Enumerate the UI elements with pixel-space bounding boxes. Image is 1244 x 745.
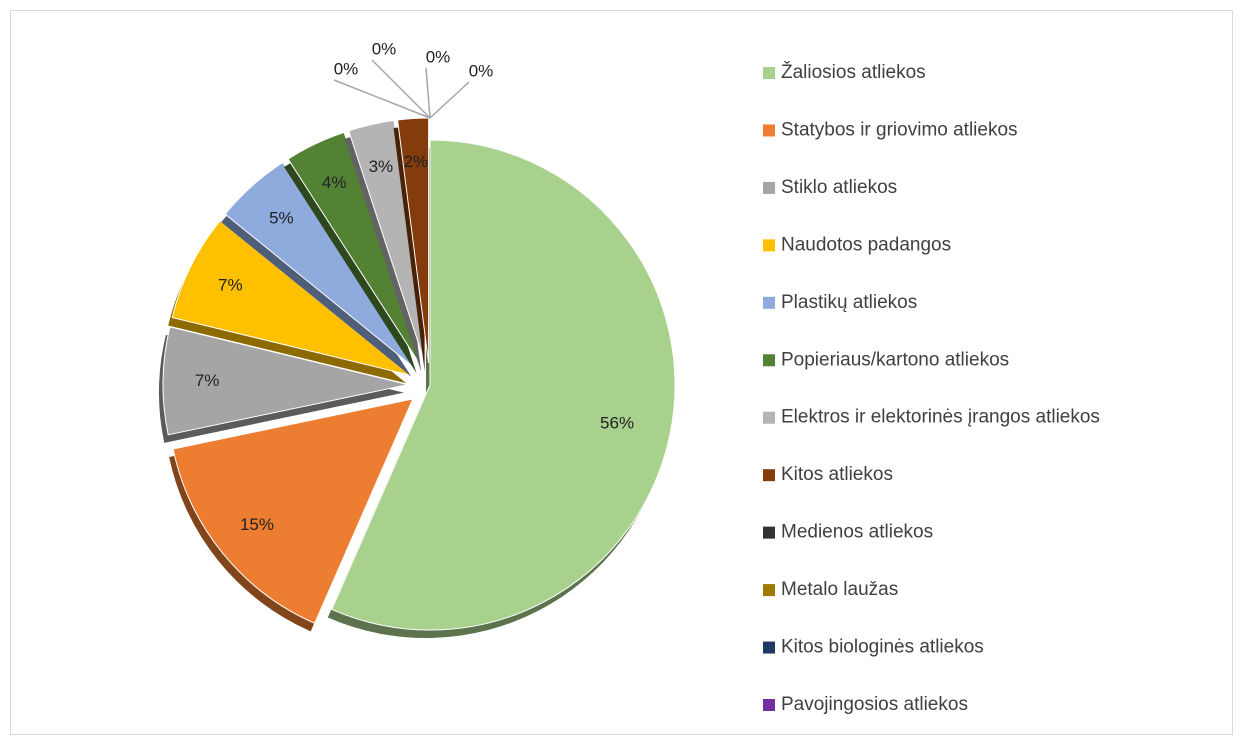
data-label: 0% <box>426 47 451 66</box>
slice <box>287 131 422 366</box>
data-label: 2% <box>404 152 429 171</box>
slice <box>348 119 426 364</box>
legend-label: Kitos atliekos <box>781 464 893 485</box>
legend-swatch <box>763 67 775 79</box>
data-label: 3% <box>369 157 394 176</box>
legend-label: Medienos atliekos <box>781 522 933 543</box>
leader-line <box>425 67 431 119</box>
legend-label: Kitos biologinės atliekos <box>781 637 984 658</box>
leader-line <box>333 79 431 119</box>
legend-label: Popieriaus/kartono atliekos <box>781 349 1009 370</box>
legend-swatch <box>763 354 775 367</box>
legend-label: Plastikų atliekos <box>781 292 917 313</box>
legend-swatch <box>763 239 775 252</box>
legend-swatch <box>763 699 775 711</box>
legend-swatch <box>763 124 775 137</box>
leader-line <box>429 81 470 119</box>
legend-label: Žaliosios atliekos <box>781 61 926 83</box>
slice <box>162 326 409 436</box>
legend-label: Naudotos padangos <box>781 234 951 255</box>
legend-label: Elektros ir elektorinės įrangos atliekos <box>781 407 1100 428</box>
data-label: 15% <box>240 515 274 534</box>
data-label: 7% <box>218 276 243 295</box>
legend-swatch <box>763 469 775 482</box>
data-label: 0% <box>469 61 494 80</box>
data-label: 7% <box>195 371 220 390</box>
data-label: 4% <box>322 173 347 192</box>
data-label: 0% <box>372 39 397 58</box>
legend-swatch <box>763 296 775 309</box>
legend-label: Metalo laužas <box>781 579 898 600</box>
legend-label: Stiklo atliekos <box>781 177 897 198</box>
slice <box>331 139 676 631</box>
legend-label: Statybos ir griovimo atliekos <box>781 119 1018 140</box>
data-label: 5% <box>269 208 294 227</box>
leader-line <box>371 59 431 119</box>
legend-swatch <box>763 584 775 597</box>
slice <box>224 161 416 369</box>
data-label: 0% <box>334 59 359 78</box>
legend-swatch <box>763 641 775 654</box>
legend-swatch <box>763 411 775 424</box>
data-label: 56% <box>600 414 634 433</box>
slice <box>172 398 414 624</box>
slice-depth <box>344 128 422 372</box>
legend-swatch <box>763 526 775 539</box>
legend-swatch <box>763 181 775 194</box>
legend-label: Pavojingosios atliekos <box>781 694 968 715</box>
slice <box>171 220 411 376</box>
